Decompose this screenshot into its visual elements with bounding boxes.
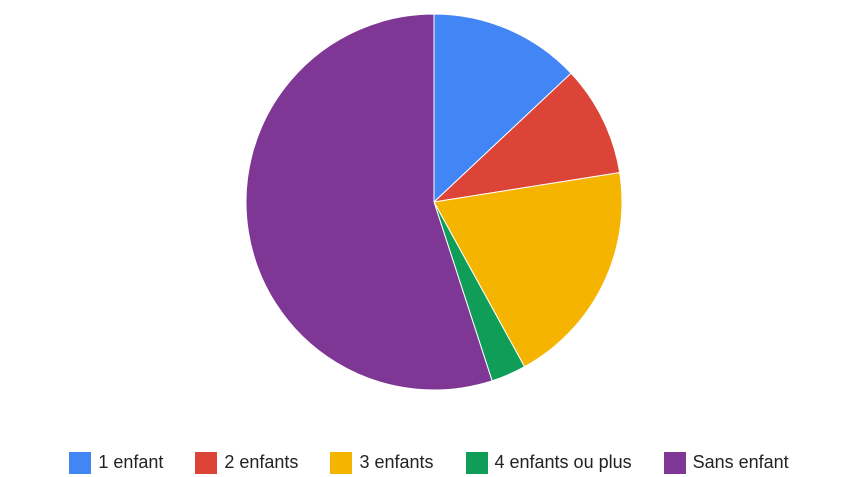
legend-item-2-enfants[interactable]: 2 enfants: [195, 451, 299, 474]
legend-swatch-sans-enfant: [663, 451, 686, 474]
legend-label-sans-enfant: Sans enfant: [692, 452, 789, 472]
legend-label-4-enfants-ou-plus: 4 enfants ou plus: [494, 452, 632, 472]
legend-swatch-2-enfants: [195, 451, 218, 474]
legend-swatch-4-enfants-ou-plus: [465, 451, 488, 474]
pie-slice-sans-enfant[interactable]: [245, 13, 493, 391]
pie-slice-2-enfants[interactable]: [432, 72, 621, 203]
legend-label-2-enfants: 2 enfants: [224, 452, 299, 472]
pie-slice-1-enfant[interactable]: [433, 13, 572, 204]
legend-item-sans-enfant[interactable]: Sans enfant: [663, 451, 789, 474]
pie-slice-3-enfants[interactable]: [433, 172, 623, 368]
pie-chart: [245, 13, 623, 391]
legend-swatch-1-enfant: [69, 451, 92, 474]
legend-item-3-enfants[interactable]: 3 enfants: [330, 451, 434, 474]
legend: 1 enfant 2 enfants 3 enfants 4 enfants o…: [0, 448, 858, 477]
legend-swatch-3-enfants: [330, 451, 353, 474]
legend-item-1-enfant[interactable]: 1 enfant: [69, 451, 164, 474]
legend-label-3-enfants: 3 enfants: [359, 452, 434, 472]
legend-item-4-enfants-ou-plus[interactable]: 4 enfants ou plus: [465, 451, 632, 474]
legend-label-1-enfant: 1 enfant: [98, 452, 164, 472]
